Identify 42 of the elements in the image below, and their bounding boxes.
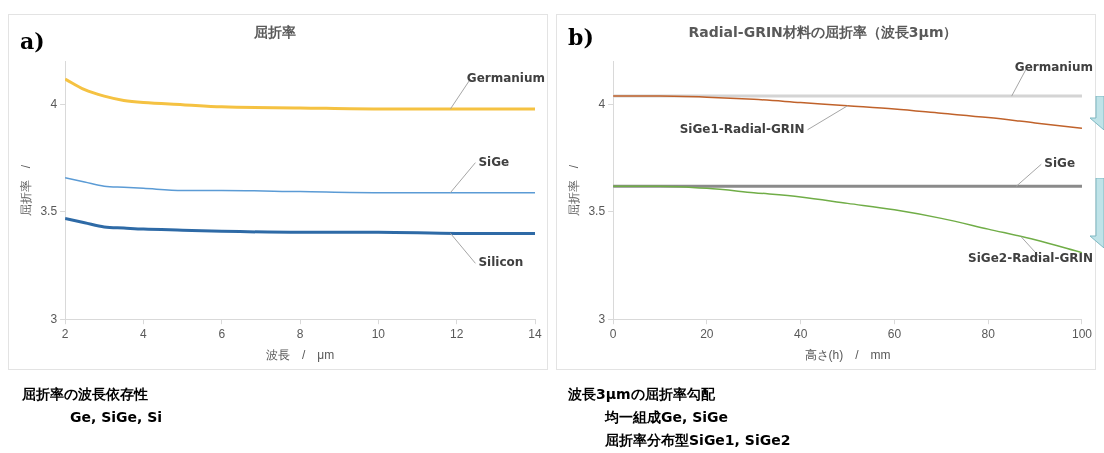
series-label: Germanium xyxy=(466,71,546,86)
y-tick-label: 4 xyxy=(598,97,606,112)
line-series xyxy=(613,185,1082,254)
series-label: SiGe xyxy=(1044,156,1076,171)
x-tick-label: 80 xyxy=(981,326,996,341)
series-label: Silicon xyxy=(478,255,524,270)
line-series xyxy=(65,176,535,194)
y-tick-label: 4 xyxy=(50,97,58,112)
x-tick-label: 60 xyxy=(887,326,902,341)
x-tick-label: 40 xyxy=(793,326,808,341)
y-tick-label: 3 xyxy=(598,311,606,326)
x-tick-label: 8 xyxy=(296,326,304,341)
y-axis-title: 屈折率 / xyxy=(18,164,33,217)
x-tick-label: 2 xyxy=(61,326,69,341)
chart-title: Radial-GRIN材料の屈折率（波長3μm） xyxy=(688,24,958,41)
series-label: SiGe2-Radial-GRIN xyxy=(968,250,1093,265)
x-tick-label: 12 xyxy=(450,326,464,341)
series-label: SiGe1-Radial-GRIN xyxy=(679,121,805,136)
chart-title: 屈折率 xyxy=(253,24,296,41)
x-tick-label: 4 xyxy=(140,326,148,341)
y-tick-label: 3 xyxy=(50,311,58,326)
text: 屈折率の波長依存性 xyxy=(22,386,148,404)
x-tick-label: 14 xyxy=(528,326,542,341)
series-label: Germanium xyxy=(1014,60,1094,75)
text: 均一組成Ge, SiGe xyxy=(605,409,729,427)
y-axis-title: 屈折率 / xyxy=(566,164,581,217)
x-tick-label: 20 xyxy=(700,326,714,341)
x-axis-title: 波長 / μm xyxy=(265,348,335,363)
x-tick-label: 100 xyxy=(1071,326,1093,341)
text: 屈折率分布型SiGe1, SiGe2 xyxy=(605,432,791,450)
x-tick-label: 6 xyxy=(218,326,226,341)
text: b) xyxy=(568,24,594,50)
y-tick-label: 3.5 xyxy=(588,204,606,219)
x-axis-title: 高さ(h) / mm xyxy=(804,348,891,363)
y-tick-label: 3.5 xyxy=(40,204,58,219)
line-series xyxy=(65,216,535,235)
text: Ge, SiGe, Si xyxy=(70,409,163,425)
text: a) xyxy=(20,28,45,54)
x-tick-label: 10 xyxy=(371,326,386,341)
series-label: SiGe xyxy=(478,154,510,169)
text: 波長3μmの屈折率勾配 xyxy=(568,386,715,404)
x-tick-label: 0 xyxy=(609,326,617,341)
